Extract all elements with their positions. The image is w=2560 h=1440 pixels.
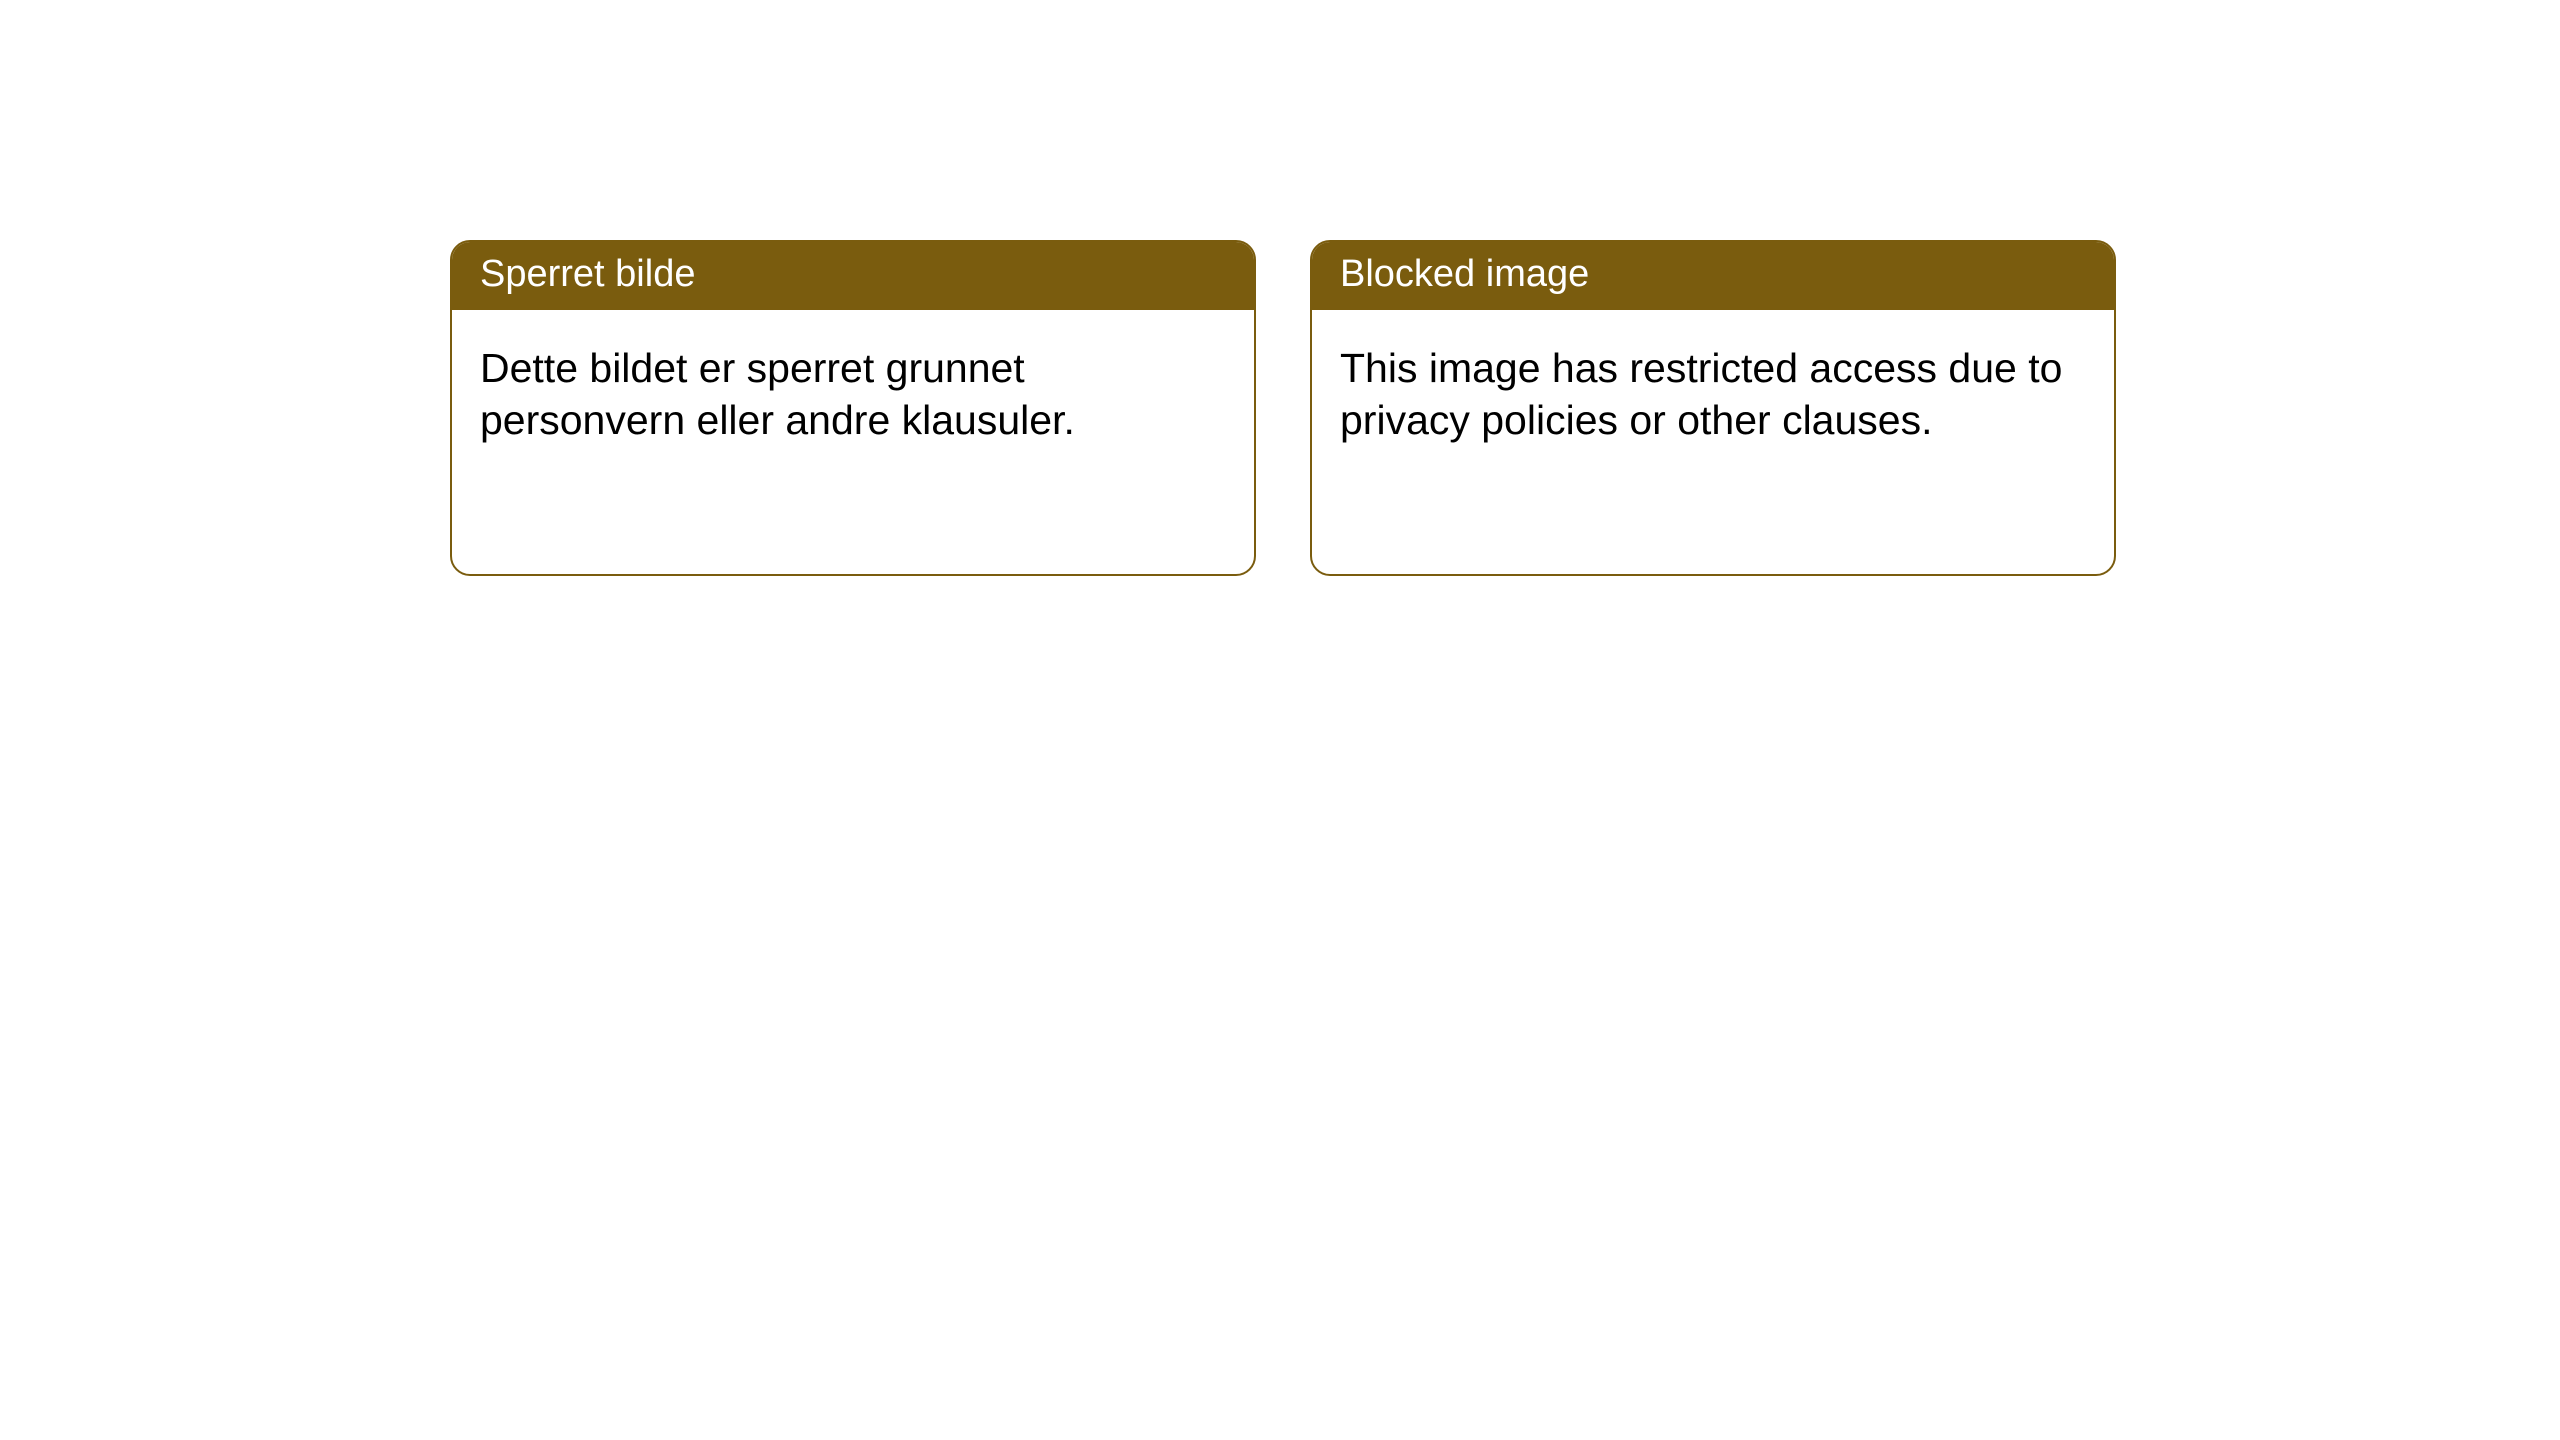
notice-title: Sperret bilde: [452, 242, 1254, 310]
notice-title: Blocked image: [1312, 242, 2114, 310]
notice-card-english: Blocked image This image has restricted …: [1310, 240, 2116, 576]
notice-container: Sperret bilde Dette bildet er sperret gr…: [0, 0, 2560, 576]
notice-body-text: Dette bildet er sperret grunnet personve…: [452, 310, 1254, 479]
notice-card-norwegian: Sperret bilde Dette bildet er sperret gr…: [450, 240, 1256, 576]
notice-body-text: This image has restricted access due to …: [1312, 310, 2114, 479]
